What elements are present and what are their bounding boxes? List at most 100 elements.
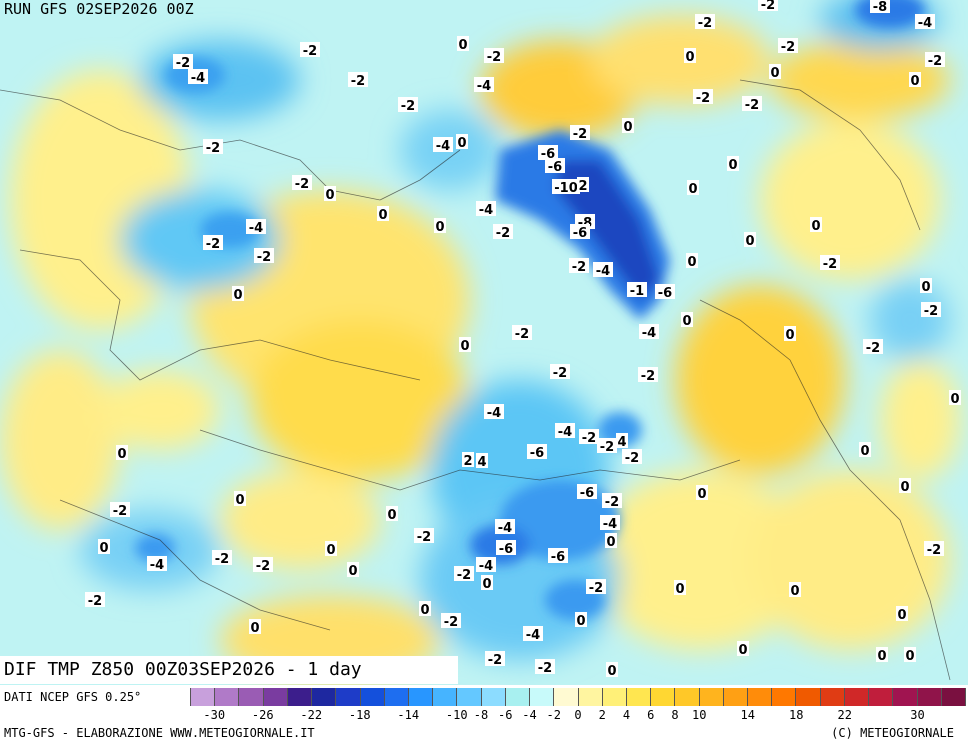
svg-text:0: 0: [921, 280, 930, 295]
contour-label: 4: [616, 433, 628, 450]
contour-label: -2: [921, 302, 941, 319]
contour-label: 0: [949, 390, 961, 407]
contour-label: 0: [98, 539, 110, 556]
legend-swatch: [941, 688, 966, 706]
legend-tick-label: 2: [598, 708, 606, 722]
svg-text:0: 0: [687, 255, 696, 270]
svg-text:0: 0: [378, 208, 387, 223]
legend-swatch: [336, 688, 361, 706]
legend-swatch: [530, 688, 555, 706]
legend-swatch: [554, 688, 579, 706]
contour-label: 0: [686, 253, 698, 270]
svg-text:-2: -2: [256, 559, 270, 574]
contour-label: -6: [577, 484, 597, 501]
contour-label: -2: [212, 550, 232, 567]
svg-text:-2: -2: [401, 99, 415, 114]
contour-label: -2: [398, 97, 418, 114]
contour-label: 0: [876, 647, 888, 664]
contour-label: -2: [85, 592, 105, 609]
svg-text:-2: -2: [295, 177, 309, 192]
contour-label: -2: [597, 438, 617, 455]
svg-text:0: 0: [790, 584, 799, 599]
legend-swatch: [602, 688, 627, 706]
svg-text:0: 0: [745, 234, 754, 249]
field-title: DIF TMP Z850 00Z03SEP2026 - 1 day: [0, 656, 458, 684]
contour-label: 0: [784, 326, 796, 343]
legend-swatch: [505, 688, 531, 706]
contour-label: -2: [493, 224, 513, 241]
svg-text:0: 0: [435, 220, 444, 235]
contour-label: -4: [147, 556, 167, 573]
svg-text:0: 0: [348, 564, 357, 579]
svg-text:-2: -2: [538, 661, 552, 676]
contour-label: -2: [253, 557, 273, 574]
contour-label: -2: [110, 502, 130, 519]
copyright-label: (C) METEOGIORNALE: [831, 726, 954, 740]
contour-label: 0: [696, 485, 708, 502]
legend-swatch: [675, 688, 700, 706]
svg-text:-2: -2: [444, 615, 458, 630]
svg-text:-2: -2: [589, 581, 603, 596]
legend-swatch: [481, 688, 506, 706]
svg-text:-10: -10: [554, 181, 578, 196]
svg-text:0: 0: [235, 493, 244, 508]
svg-text:-2: -2: [698, 16, 712, 31]
contour-label: -4: [915, 14, 935, 31]
svg-text:-2: -2: [88, 594, 102, 609]
svg-text:0: 0: [697, 487, 706, 502]
legend-swatch: [844, 688, 870, 706]
contour-label: -6: [548, 548, 568, 565]
svg-text:-2: -2: [866, 341, 880, 356]
svg-text:4: 4: [477, 455, 486, 470]
svg-text:-2: -2: [924, 304, 938, 319]
contour-label: -4: [495, 519, 515, 536]
legend-swatch: [796, 688, 821, 706]
contour-label: 0: [687, 180, 699, 197]
legend-tick-label: 18: [789, 708, 804, 722]
contour-label: -4: [476, 557, 496, 574]
contour-label: 0: [386, 506, 398, 523]
svg-text:0: 0: [607, 664, 616, 679]
contour-label: -2: [254, 248, 274, 265]
svg-text:-2: -2: [823, 257, 837, 272]
svg-text:-4: -4: [498, 521, 512, 536]
svg-text:-4: -4: [558, 425, 572, 440]
svg-text:-4: -4: [526, 628, 540, 643]
svg-text:-4: -4: [436, 139, 450, 154]
contour-label: -6: [570, 224, 590, 241]
svg-text:-2: -2: [417, 530, 431, 545]
legend-swatch: [384, 688, 409, 706]
svg-text:0: 0: [910, 74, 919, 89]
contour-label: -4: [476, 201, 496, 218]
legend-colorbar: [190, 688, 966, 706]
contour-label: 0: [737, 641, 749, 658]
contour-label: -2: [484, 48, 504, 65]
svg-text:0: 0: [682, 314, 691, 329]
contour-label: -4: [474, 77, 494, 94]
contour-label: -2: [173, 54, 193, 71]
contour-label: -2: [300, 42, 320, 59]
svg-text:0: 0: [457, 136, 466, 151]
contour-label: 0: [810, 217, 822, 234]
legend-tick-label: 22: [837, 708, 852, 722]
svg-text:-6: -6: [530, 446, 544, 461]
svg-text:0: 0: [738, 643, 747, 658]
svg-text:-4: -4: [249, 221, 263, 236]
svg-text:-4: -4: [603, 517, 617, 532]
legend-swatch: [263, 688, 288, 706]
svg-text:-2: -2: [487, 50, 501, 65]
legend-swatch: [457, 688, 482, 706]
svg-text:0: 0: [897, 608, 906, 623]
svg-text:-2: -2: [781, 40, 795, 55]
svg-text:-2: -2: [745, 98, 759, 113]
contour-label: -4: [555, 423, 575, 440]
legend-tick-label: -4: [522, 708, 537, 722]
svg-text:-2: -2: [351, 74, 365, 89]
legend-swatch: [917, 688, 942, 706]
legend-tick-label: -8: [473, 708, 489, 722]
contour-label: -2: [485, 651, 505, 668]
legend-tick-label: 30: [910, 708, 925, 722]
svg-text:0: 0: [688, 182, 697, 197]
svg-text:-2: -2: [625, 451, 639, 466]
svg-text:-6: -6: [658, 286, 672, 301]
